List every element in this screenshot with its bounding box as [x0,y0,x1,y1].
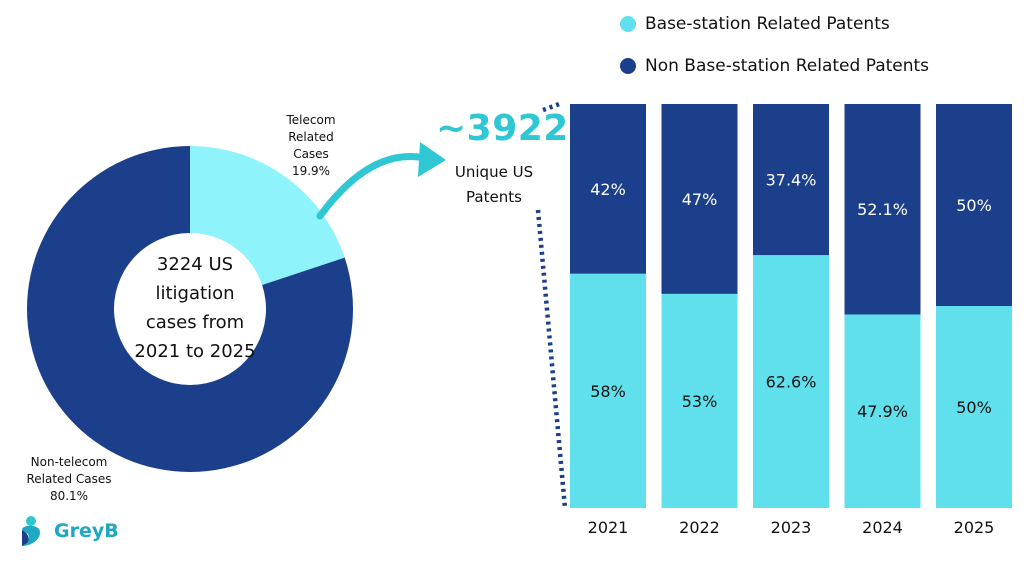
bar-data-label: 47% [682,190,718,209]
bar-segment-base-station [753,255,829,508]
donut-slice [26,145,353,473]
greyb-logo-text: GreyB [54,520,119,542]
donut-slice [190,146,345,286]
greyb-logo: GreyB [16,514,119,548]
donut-center-line: cases from [145,312,245,333]
legend-item-non-base-station: Non Base-station Related Patents [620,56,929,76]
x-tick-label: 2023 [771,518,812,537]
bar-segment-non-base-station [570,104,646,274]
non-telecom-label-line: Related Cases [26,472,112,486]
zoom-line-top [542,100,563,113]
bar-data-label: 50% [956,398,992,417]
bar-data-label: 50% [956,196,992,215]
telecom-label-line: Telecom [286,113,336,127]
stacked-bar-chart: 58% 42% 2021 53% 47% 2022 62.6% 37.4% 2023 47.9% 5… [570,104,1012,537]
legend-label: Base-station Related Patents [645,14,890,34]
x-tick-label: 2021 [588,518,629,537]
unique-patents-count: ~3922 [436,108,569,149]
bar-segment-base-station [936,306,1012,508]
x-tick-label: 2024 [862,518,903,537]
telecom-label-line: Related [288,130,334,144]
bar-segment-non-base-station [753,104,829,256]
non-telecom-label-line: Non-telecom [30,455,108,469]
telecom-slice-label: Telecom Related Cases 19.9% [276,112,346,180]
non-telecom-slice-label: Non-telecom Related Cases 80.1% [14,454,124,505]
bar-data-label: 47.9% [857,402,908,421]
x-tick-label: 2022 [679,518,720,537]
zoom-line-bottom [535,209,568,509]
callout-arrow-curve [316,153,429,220]
legend-item-base-station: Base-station Related Patents [620,14,929,34]
x-tick-label: 2025 [954,518,995,537]
bar-segment-non-base-station [661,104,738,294]
telecom-label-line: Cases [293,147,329,161]
unique-patents-line: Patents [466,188,522,206]
bar-segment-non-base-station [844,104,921,315]
bar-data-label: 42% [590,180,626,199]
legend-swatch [620,16,636,32]
bar-segment-base-station [661,293,738,508]
non-telecom-label-line: 80.1% [49,489,89,503]
callout-connector [316,100,568,509]
unique-patents-line: Unique US [454,163,534,181]
bar-data-label: 37.4% [766,171,817,190]
bar-data-label: 52.1% [857,200,908,219]
bar-segment-base-station [570,273,646,508]
telecom-label-line: 19.9% [291,164,331,178]
unique-patents-label: Unique US Patents [444,160,544,210]
callout-arrowhead [418,142,446,177]
legend: Base-station Related Patents Non Base-st… [620,14,929,76]
bar-data-label: 58% [590,382,626,401]
legend-label: Non Base-station Related Patents [645,56,930,76]
legend-swatch [620,58,636,74]
bar-segment-base-station [844,314,921,508]
donut-chart [26,145,353,473]
bar-segment-non-base-station [936,104,1012,306]
donut-center-line: 3224 US [156,254,234,275]
donut-center-line: 2021 to 2025 [134,341,256,362]
greyb-logo-icon [22,516,40,546]
donut-center-line: litigation [155,283,235,304]
donut-center-label: 3224 US litigation cases from 2021 to 20… [120,250,270,366]
bar-data-label: 62.6% [766,373,817,392]
bar-data-label: 53% [682,392,718,411]
